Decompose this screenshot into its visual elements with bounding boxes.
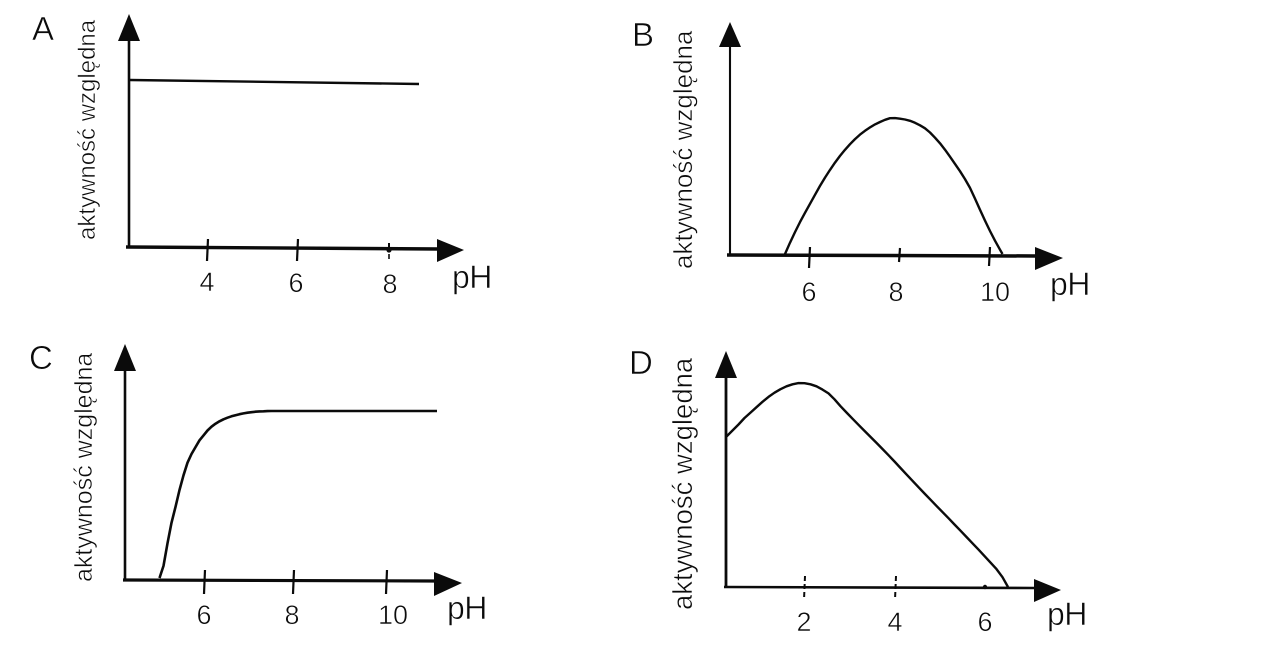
svg-text:aktywność względna: aktywność względna	[74, 19, 101, 240]
svg-text:D: D	[629, 344, 653, 381]
svg-text:6: 6	[801, 277, 816, 307]
svg-text:6: 6	[977, 607, 992, 637]
svg-text:aktywność względna: aktywność względna	[667, 357, 698, 610]
svg-text:pH: pH	[1047, 596, 1087, 632]
svg-text:4: 4	[887, 607, 902, 637]
svg-text:2: 2	[796, 607, 811, 637]
svg-text:A: A	[32, 10, 54, 47]
svg-text:pH: pH	[1050, 266, 1090, 302]
svg-text:6: 6	[288, 268, 303, 298]
svg-text:C: C	[29, 339, 53, 376]
svg-text:8: 8	[888, 277, 903, 307]
svg-text:8: 8	[284, 600, 299, 630]
svg-text:10: 10	[980, 277, 1010, 307]
svg-text:aktywność względna: aktywność względna	[668, 30, 698, 269]
svg-text:10: 10	[378, 600, 408, 630]
svg-text:B: B	[632, 16, 654, 53]
svg-text:6: 6	[196, 600, 211, 630]
svg-text:pH: pH	[452, 259, 492, 295]
svg-text:4: 4	[199, 267, 214, 297]
svg-text:aktywność względna: aktywność względna	[70, 353, 98, 582]
svg-text:pH: pH	[447, 590, 487, 626]
svg-text:8: 8	[382, 269, 397, 299]
